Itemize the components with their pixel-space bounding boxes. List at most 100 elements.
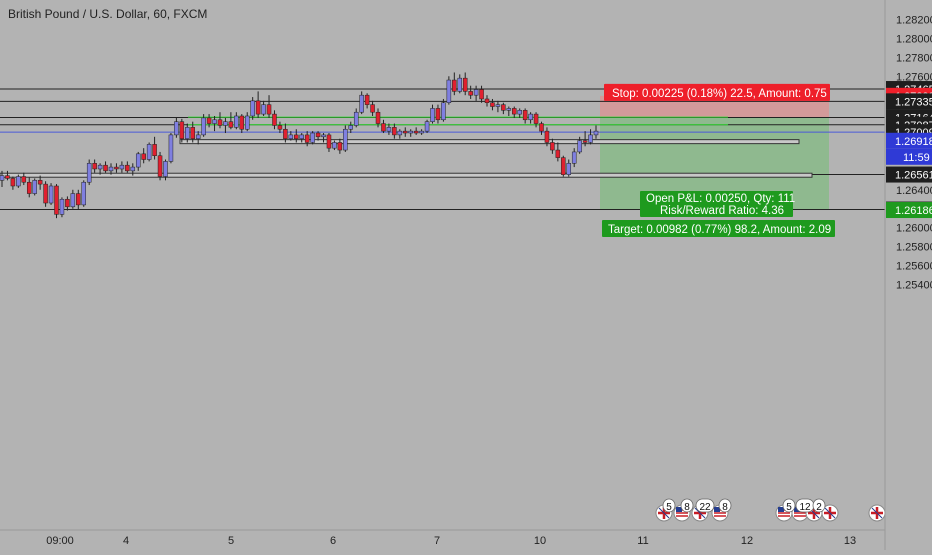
candle-body <box>266 104 272 115</box>
countdown-box <box>886 148 932 165</box>
event-count-badge <box>662 498 676 513</box>
candle-body <box>277 125 283 130</box>
time-tick-label: 7 <box>434 535 440 547</box>
candle <box>370 100 375 116</box>
candle <box>65 196 70 211</box>
candle <box>512 106 517 118</box>
price-badge: 1.26186 <box>895 205 932 217</box>
candle <box>506 106 512 116</box>
candle <box>283 123 288 143</box>
pnl-label-box <box>640 191 793 217</box>
candle <box>59 197 65 218</box>
time-tick-label: 6 <box>330 535 336 547</box>
price-badge: 1.26918 <box>895 136 932 148</box>
candle <box>37 175 43 190</box>
candle-body <box>37 180 43 185</box>
candle-body <box>146 144 152 160</box>
candle <box>348 121 354 134</box>
candle-body <box>299 134 304 139</box>
candle <box>141 148 146 164</box>
time-tick-label: 5 <box>228 535 234 547</box>
candle <box>70 189 76 209</box>
candle <box>457 74 463 94</box>
candle-body <box>125 164 130 172</box>
target-label: Target: 0.00982 (0.77%) 98.2, Amount: 2.… <box>608 224 831 236</box>
candle <box>408 129 413 137</box>
candle-body <box>392 127 397 136</box>
time-tick-label: 11 <box>637 535 648 547</box>
candle-body <box>65 198 70 208</box>
candle <box>315 131 321 141</box>
candle <box>261 100 266 116</box>
candle <box>528 112 533 124</box>
candle-body <box>48 185 54 204</box>
candle-body <box>435 108 441 121</box>
candle-body <box>364 94 370 105</box>
candle-body <box>206 117 212 124</box>
candle-body <box>179 121 185 139</box>
time-axis[interactable]: 09:00 4 5 6 7 10 11 12 13 <box>46 535 856 547</box>
candle <box>392 123 397 139</box>
candle <box>359 91 364 115</box>
candle-body <box>195 134 201 139</box>
candle-body <box>457 77 463 92</box>
support-box[interactable] <box>0 172 813 178</box>
candle-body <box>419 130 424 134</box>
candle-body <box>152 144 157 156</box>
candle-body <box>239 115 245 130</box>
candle <box>108 163 114 175</box>
candle <box>332 140 337 151</box>
candle <box>321 133 326 143</box>
candle-body <box>16 176 21 187</box>
candle-body <box>403 130 408 134</box>
candle <box>119 161 125 173</box>
flag-diag <box>658 507 670 519</box>
candle-body <box>495 104 501 107</box>
candle-body <box>386 127 392 132</box>
support-box[interactable] <box>179 139 800 145</box>
candle-body <box>337 142 343 151</box>
candle-body <box>212 119 217 124</box>
candle-body <box>97 164 103 170</box>
candle <box>501 102 506 115</box>
candle <box>32 178 37 196</box>
candle <box>16 174 21 188</box>
candle <box>419 129 424 135</box>
candle-body <box>310 132 315 143</box>
candle <box>174 117 179 138</box>
candle <box>495 100 501 113</box>
price-tick-label: 1.26400 <box>896 185 932 197</box>
price-axis[interactable]: 1.28200 1.28000 1.27800 1.27600 1.26400 1.260… <box>886 15 932 292</box>
candle <box>462 72 468 96</box>
price-tick-label: 1.28200 <box>896 15 932 27</box>
candle <box>566 159 572 177</box>
candle <box>190 121 195 143</box>
event-count: 5 <box>666 502 672 513</box>
candle <box>26 177 32 198</box>
candle-body <box>533 113 539 124</box>
candle-body <box>343 128 348 151</box>
price-badge: 1.27335 <box>895 96 932 108</box>
uk-flag-icon[interactable] <box>868 504 886 522</box>
candle-body <box>577 140 582 153</box>
candle <box>152 136 157 160</box>
candle <box>484 95 490 107</box>
candle <box>217 112 223 129</box>
event-count-badge <box>695 498 715 513</box>
candle <box>582 131 588 147</box>
candle-body <box>315 132 321 138</box>
candle <box>299 133 304 143</box>
candle-body <box>588 134 593 143</box>
candle-body <box>397 130 403 136</box>
candle-body <box>462 77 468 92</box>
candle-body <box>174 121 179 136</box>
candle-body <box>10 178 16 187</box>
candle-body <box>304 134 310 143</box>
candle <box>326 133 332 152</box>
candle <box>435 104 441 124</box>
uk-flag-icon[interactable] <box>821 504 839 522</box>
candle-body <box>490 102 495 107</box>
candle-body <box>92 163 97 170</box>
